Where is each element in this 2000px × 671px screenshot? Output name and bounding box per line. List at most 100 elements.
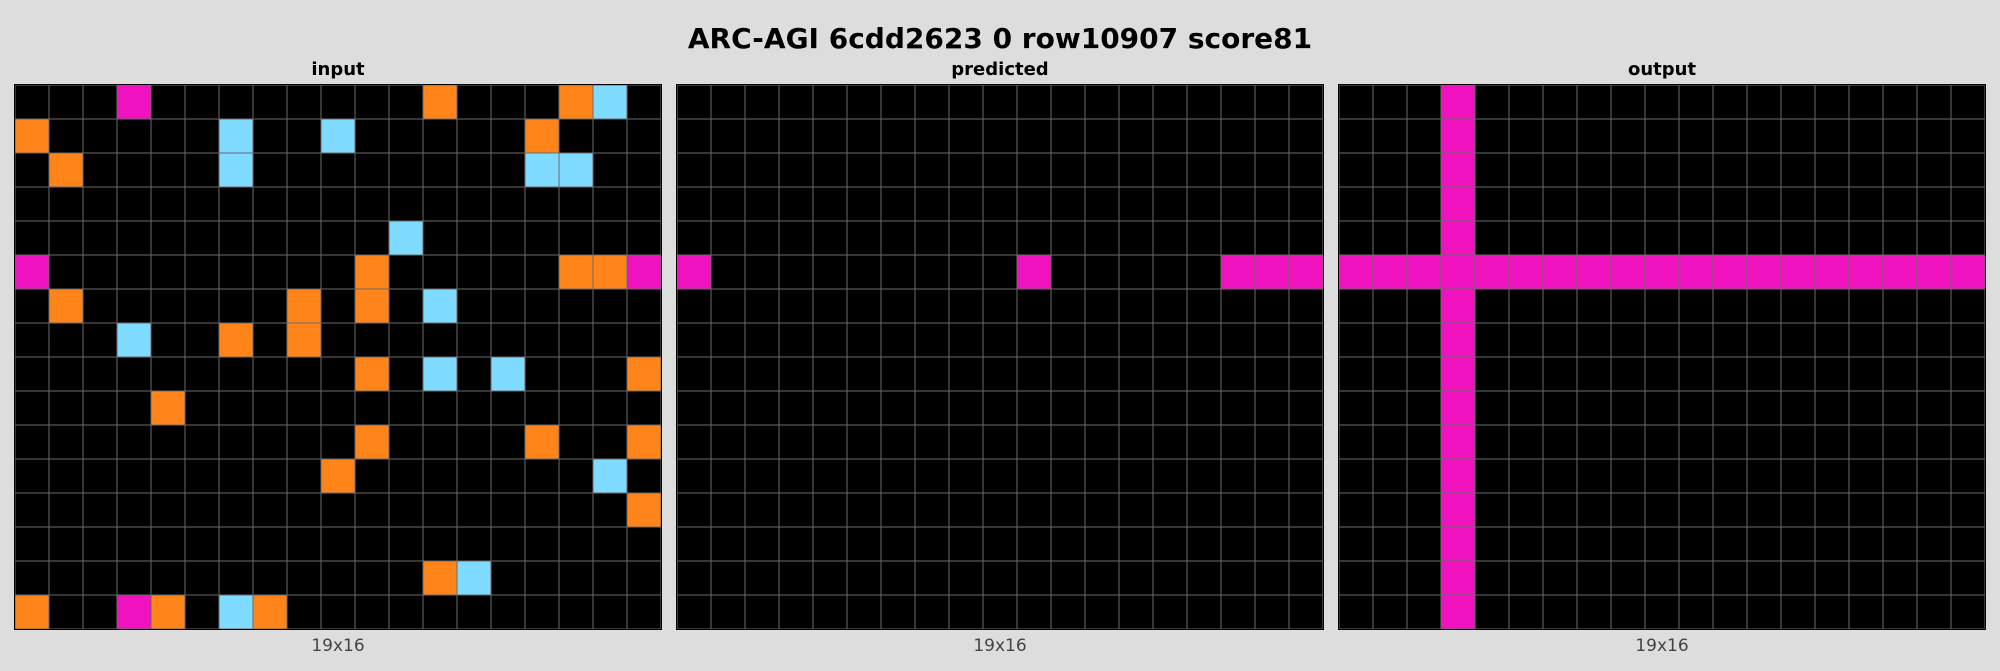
grid-cell — [1747, 595, 1781, 629]
grid-cell — [1849, 527, 1883, 561]
grid-cell — [83, 255, 117, 289]
grid-cell — [1187, 289, 1221, 323]
grid-cell — [253, 425, 287, 459]
grid-cell — [185, 187, 219, 221]
grid-cell — [219, 153, 253, 187]
grid-cell — [1849, 561, 1883, 595]
grid-cell — [1153, 289, 1187, 323]
grid-cell — [457, 595, 491, 629]
grid-cell — [847, 323, 881, 357]
grid-cell — [525, 459, 559, 493]
grid-cell — [949, 221, 983, 255]
grid-cell — [1509, 459, 1543, 493]
grid-cell — [1747, 221, 1781, 255]
grid-cell — [1951, 527, 1985, 561]
grid-cell — [559, 187, 593, 221]
grid-cell — [1255, 255, 1289, 289]
grid-cell — [1747, 85, 1781, 119]
grid-cell — [49, 255, 83, 289]
grid-cell — [745, 255, 779, 289]
grid-cell — [1917, 595, 1951, 629]
grid-cell — [1373, 187, 1407, 221]
grid-cell — [1441, 323, 1475, 357]
grid-cell — [1153, 85, 1187, 119]
grid-cell — [711, 221, 745, 255]
grid-cell — [847, 595, 881, 629]
grid-cell — [1543, 425, 1577, 459]
grid-input — [14, 84, 662, 630]
grid-cell — [83, 561, 117, 595]
grid-cell — [593, 493, 627, 527]
grid-cell — [1085, 119, 1119, 153]
grid-cell — [1849, 323, 1883, 357]
grid-cell — [253, 357, 287, 391]
grid-cell — [1577, 527, 1611, 561]
grid-cell — [1713, 561, 1747, 595]
grid-cell — [745, 391, 779, 425]
grid-cell — [117, 493, 151, 527]
grid-cell — [355, 85, 389, 119]
grid-cell — [779, 119, 813, 153]
grid-cell — [1611, 289, 1645, 323]
grid-cell — [1815, 255, 1849, 289]
grid-cell — [745, 85, 779, 119]
grid-cell — [1679, 425, 1713, 459]
grid-cell — [1883, 459, 1917, 493]
grid-cell — [1951, 289, 1985, 323]
grid-cell — [1713, 459, 1747, 493]
grid-cell — [983, 595, 1017, 629]
grid-cell — [1407, 425, 1441, 459]
grid-cell — [1815, 357, 1849, 391]
grid-cell — [355, 595, 389, 629]
grid-cell — [117, 153, 151, 187]
grid-cell — [1017, 255, 1051, 289]
grid-cell — [1407, 493, 1441, 527]
grid-cell — [779, 221, 813, 255]
grid-cell — [1781, 85, 1815, 119]
grid-cell — [1119, 153, 1153, 187]
grid-cell — [1951, 187, 1985, 221]
grid-cell — [151, 561, 185, 595]
grid-cell — [15, 391, 49, 425]
grid-cell — [253, 527, 287, 561]
grid-cell — [1713, 323, 1747, 357]
grid-cell — [219, 119, 253, 153]
grid-cell — [389, 459, 423, 493]
grid-cell — [49, 391, 83, 425]
grid-cell — [983, 561, 1017, 595]
grid-cell — [1051, 323, 1085, 357]
grid-cell — [355, 357, 389, 391]
grid-cell — [1407, 357, 1441, 391]
grid-cell — [1781, 595, 1815, 629]
grid-cell — [711, 187, 745, 221]
grid-cell — [881, 459, 915, 493]
grid-cell — [1017, 527, 1051, 561]
grid-cell — [779, 459, 813, 493]
grid-cell — [1815, 527, 1849, 561]
grid-cell — [1645, 323, 1679, 357]
grid-cell — [219, 289, 253, 323]
grid-cell — [677, 459, 711, 493]
grid-cell — [1221, 221, 1255, 255]
grid-cell — [1339, 493, 1373, 527]
grid-cell — [491, 119, 525, 153]
grid-cell — [745, 527, 779, 561]
grid-cell — [983, 357, 1017, 391]
grid-cell — [1255, 153, 1289, 187]
grid-cell — [1951, 85, 1985, 119]
grid-cell — [1679, 493, 1713, 527]
grid-cell — [1051, 595, 1085, 629]
grid-cell — [1153, 561, 1187, 595]
grid-cell — [1153, 357, 1187, 391]
grid-cell — [1441, 493, 1475, 527]
grid-cell — [49, 527, 83, 561]
grid-cell — [983, 425, 1017, 459]
grid-cell — [15, 561, 49, 595]
grid-cell — [1815, 459, 1849, 493]
grid-cell — [1289, 425, 1323, 459]
grid-cell — [1747, 289, 1781, 323]
grid-cell — [117, 527, 151, 561]
grid-cell — [491, 221, 525, 255]
grid-cell — [1441, 595, 1475, 629]
grid-cell — [219, 323, 253, 357]
